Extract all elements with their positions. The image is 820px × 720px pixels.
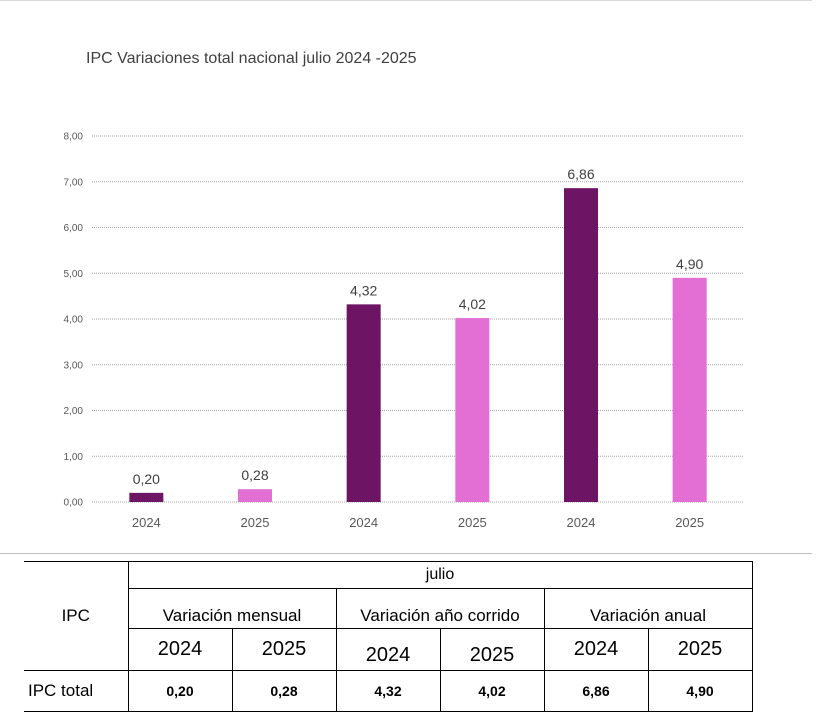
x-category-label: 2025 [675,515,704,530]
table-cell: 0,28 [231,670,337,712]
table-year-header: 2025 [439,628,545,671]
table-group-ano-corrido: Variación año corrido [335,588,545,629]
data-label: 4,90 [676,256,703,272]
table-cell: 0,20 [127,670,233,712]
table-year-header: 2024 [543,628,649,671]
x-category-label: 2024 [132,515,161,530]
bar [346,304,381,502]
table-cell: 4,90 [647,670,753,712]
chart-title: IPC Variaciones total nacional julio 202… [86,50,417,67]
table-year-header: 2025 [231,628,337,671]
bar [564,188,598,502]
bar [455,318,490,502]
table-group-anual: Variación anual [543,588,753,629]
table-ipc-header: IPC [24,561,129,671]
table-cell: 4,02 [439,670,545,712]
data-label: 0,28 [241,467,268,483]
table-year-header: 2024 [335,628,441,671]
x-category-label: 2024 [567,515,596,530]
y-tick-label: 4,00 [64,315,84,326]
table-row-label: IPC total [24,670,129,712]
ipc-table: IPC julio Variación mensual Variación añ… [24,561,753,712]
data-label: 4,02 [459,296,486,312]
table-cell: 6,86 [543,670,649,712]
y-tick-label: 7,00 [64,177,84,188]
table-year-header: 2025 [647,628,753,671]
table-group-mensual: Variación mensual [127,588,337,629]
table-row: IPC total 0,20 0,28 4,32 4,02 6,86 4,90 [24,670,753,712]
top-divider [0,0,812,1]
x-category-label: 2024 [349,515,378,530]
bar [238,489,272,502]
x-category-label: 2025 [241,515,270,530]
y-tick-label: 0,00 [64,498,84,509]
y-tick-label: 5,00 [64,269,84,280]
y-tick-label: 2,00 [64,406,84,417]
y-tick-label: 1,00 [64,452,84,463]
bar-chart: 0,00 1,00 2,00 3,00 4,00 5,00 6,00 7,00 8,00 0,20… [64,132,744,530]
section-divider [0,553,812,554]
y-tick-label: 8,00 [64,132,84,143]
data-label: 6,86 [567,166,594,182]
data-label: 0,20 [133,471,160,487]
y-tick-label: 3,00 [64,360,84,371]
table-month-header: julio [127,561,753,589]
data-label: 4,32 [350,282,377,298]
bar [129,492,164,502]
table-cell: 4,32 [335,670,441,712]
table-year-header: 2024 [127,628,233,671]
y-tick-label: 6,00 [64,223,84,234]
x-category-label: 2025 [458,515,487,530]
bar [672,277,707,502]
